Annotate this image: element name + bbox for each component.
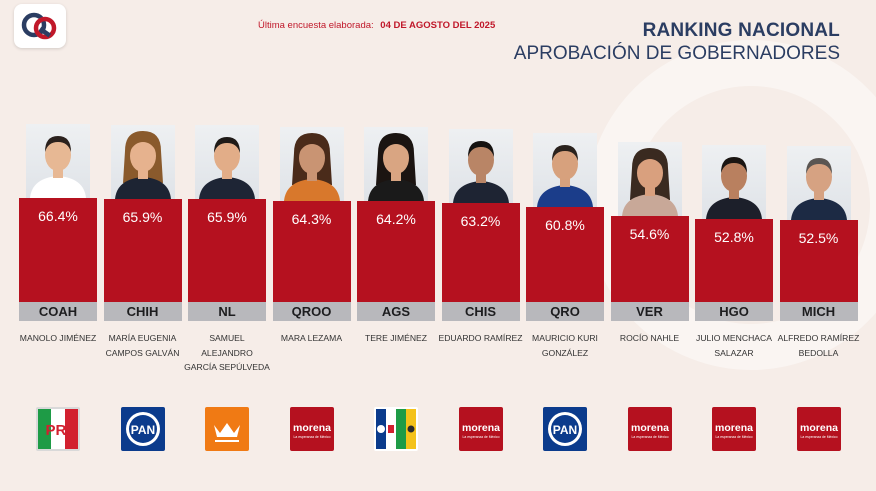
governor-name: María Eugenia Campos Galván: [105, 333, 180, 358]
morena-logo-text: morena: [715, 422, 753, 434]
portrait-photo: [702, 145, 766, 219]
state-label: NL: [188, 302, 266, 321]
governor-column: 52.8% HGO Julio Menchaca Salazar morena La e…: [695, 110, 773, 490]
governor-column: 65.9% NL Samuel Alejandro García Sepúlveda: [184, 110, 270, 490]
data-label: 65.9%: [122, 209, 163, 225]
portrait-photo: [448, 129, 513, 203]
data-label: 64.3%: [291, 211, 332, 227]
portrait-photo: [533, 133, 597, 207]
pan-logo-text: PAN: [130, 423, 154, 437]
data-label: 54.6%: [629, 226, 670, 242]
morena-party-logo: morena La esperanza de México: [712, 407, 756, 451]
pan-party-logo: PAN: [543, 407, 587, 451]
state-label: VER: [610, 302, 689, 321]
governor-name: Mara Lezama: [280, 333, 343, 343]
pan-logo-text: PAN: [553, 423, 577, 437]
portrait-photo: [364, 127, 428, 201]
governor-name: Manolo Jiménez: [19, 333, 97, 343]
pri-party-logo: PRI: [36, 407, 80, 451]
state-label: MICH: [779, 302, 858, 321]
morena-party-logo: morena La esperanza de México: [796, 407, 841, 451]
governor-name: Samuel Alejandro García Sepúlveda: [184, 333, 270, 372]
governor-column: 63.2% CHIS Eduardo Ramírez morena La esperan…: [438, 110, 523, 490]
portrait-photo: [26, 124, 90, 198]
governor-name: Eduardo Ramírez: [438, 333, 523, 343]
state-label: CHIH: [103, 302, 182, 321]
morena-tagline: La esperanza de México: [800, 435, 837, 439]
bar-chis: [441, 203, 520, 302]
morena-tagline: La esperanza de México: [716, 435, 753, 439]
governor-column: 52.5% MICH Alfredo Ramírez Bedolla morena La…: [778, 110, 859, 490]
brand-logo-icon: [14, 4, 66, 48]
survey-label: Última encuesta elaborada:: [258, 20, 374, 31]
bar-ver: [610, 216, 689, 302]
pri-logo-text: PRI: [45, 422, 70, 439]
governor-column: 64.3% QROO Mara Lezama morena La esperanza d…: [272, 110, 351, 490]
data-label: 65.9%: [207, 209, 247, 225]
page-subtitle: APROBACIÓN DE GOBERNADORES: [513, 43, 840, 64]
data-label: 63.2%: [460, 213, 501, 229]
morena-tagline: La esperanza de México: [631, 435, 668, 439]
governor-name: Mauricio Kuri González: [532, 333, 598, 358]
state-label: QRO: [526, 302, 604, 321]
governor-column: 64.2% AGS Tere Jiménez: [357, 110, 435, 490]
coalition-party-logo: [374, 407, 418, 451]
bar-nl: [188, 199, 266, 302]
portrait-photo: [617, 142, 682, 216]
data-label: 52.8%: [714, 229, 754, 245]
governor-column: 54.6% VER Rocío Nahle morena La esperanza de…: [610, 110, 689, 490]
governor-name: Julio Menchaca Salazar: [696, 333, 772, 358]
morena-logo-text: morena: [631, 422, 669, 434]
state-label: CHIS: [441, 302, 520, 321]
bar-qro: [526, 207, 604, 302]
state-label: COAH: [19, 302, 97, 321]
data-label: 60.8%: [545, 217, 585, 233]
bar-hgo: [695, 219, 773, 302]
bar-mich: [779, 220, 858, 302]
data-label: 64.2%: [376, 211, 416, 227]
movimiento-ciudadano-logo: [205, 407, 249, 451]
state-label: AGS: [357, 302, 435, 321]
data-label: 66.4%: [38, 208, 78, 224]
governor-name: Alfredo Ramírez Bedolla: [777, 333, 860, 358]
page-title: RANKING NACIONAL: [642, 20, 840, 41]
data-label: 52.5%: [798, 230, 839, 246]
governor-column: 65.9% CHIH María Eugenia Campos Galván PAN: [103, 110, 182, 490]
morena-logo-text: morena: [462, 422, 500, 434]
governor-name: Tere Jiménez: [364, 333, 428, 343]
portrait-photo: [110, 125, 175, 199]
morena-logo-text: morena: [293, 422, 331, 434]
survey-date: 04 DE AGOSTO DEL 2025: [380, 20, 496, 31]
morena-party-logo: morena La esperanza de México: [458, 407, 503, 451]
state-label: HGO: [695, 302, 773, 321]
morena-party-logo: morena La esperanza de México: [289, 407, 334, 451]
governor-column: 60.8% QRO Mauricio Kuri González PAN: [526, 110, 604, 490]
portrait-photo: [279, 127, 344, 201]
governor-name: Rocío Nahle: [619, 333, 680, 343]
pan-party-logo: PAN: [120, 407, 165, 451]
portrait-photo: [786, 146, 851, 220]
morena-logo-text: morena: [800, 422, 838, 434]
bar-coah: [19, 198, 97, 302]
bar-ags: [357, 201, 435, 302]
bar-chih: [103, 199, 182, 302]
governor-column: 66.4% COAH Manolo Jiménez PRI: [19, 110, 97, 490]
portrait-photo: [195, 125, 259, 199]
survey-date-line: Última encuesta elaborada: 04 DE AGOSTO …: [258, 20, 495, 31]
morena-tagline: La esperanza de México: [462, 435, 499, 439]
morena-party-logo: morena La esperanza de México: [627, 407, 672, 451]
bar-qroo: [272, 201, 351, 302]
state-label: QROO: [272, 302, 351, 321]
morena-tagline: La esperanza de México: [293, 435, 330, 439]
